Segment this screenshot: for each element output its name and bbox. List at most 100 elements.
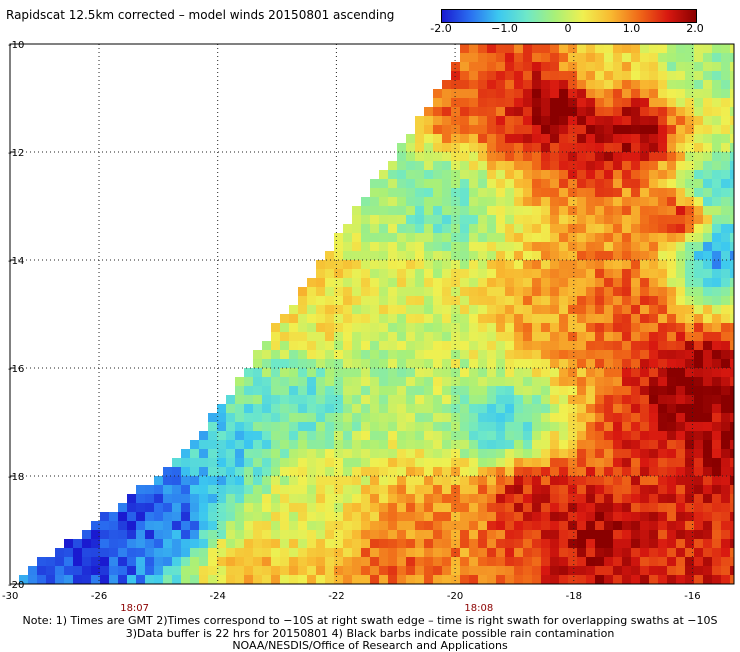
heatmap-cell bbox=[370, 377, 379, 386]
heatmap-cell bbox=[613, 422, 622, 431]
heatmap-cell bbox=[496, 440, 505, 449]
heatmap-cell bbox=[559, 368, 568, 377]
heatmap-cell bbox=[721, 386, 730, 395]
heatmap-cell bbox=[244, 557, 253, 566]
heatmap-cell bbox=[415, 278, 424, 287]
heatmap-cell bbox=[577, 116, 586, 125]
heatmap-cell bbox=[604, 287, 613, 296]
heatmap-cell bbox=[118, 512, 127, 521]
heatmap-cell bbox=[631, 323, 640, 332]
heatmap-cell bbox=[712, 233, 721, 242]
heatmap-cell bbox=[703, 53, 712, 62]
heatmap-cell bbox=[514, 89, 523, 98]
heatmap-cell bbox=[712, 476, 721, 485]
heatmap-cell bbox=[280, 323, 289, 332]
heatmap-cell bbox=[451, 134, 460, 143]
heatmap-cell bbox=[667, 422, 676, 431]
heatmap-cell bbox=[478, 503, 487, 512]
heatmap-cell bbox=[649, 278, 658, 287]
heatmap-cell bbox=[640, 269, 649, 278]
heatmap-cell bbox=[613, 134, 622, 143]
heatmap-cell bbox=[487, 287, 496, 296]
heatmap-cell bbox=[523, 71, 532, 80]
heatmap-cell bbox=[487, 269, 496, 278]
heatmap-cell bbox=[199, 449, 208, 458]
heatmap-cell bbox=[622, 332, 631, 341]
heatmap-cell bbox=[712, 503, 721, 512]
heatmap-cell bbox=[496, 431, 505, 440]
heatmap-cell bbox=[703, 260, 712, 269]
heatmap-cell bbox=[523, 260, 532, 269]
heatmap-cell bbox=[316, 431, 325, 440]
heatmap-cell bbox=[208, 476, 217, 485]
heatmap-cell bbox=[154, 521, 163, 530]
heatmap-cell bbox=[163, 494, 172, 503]
heatmap-cell bbox=[514, 152, 523, 161]
heatmap-cell bbox=[280, 431, 289, 440]
heatmap-cell bbox=[577, 305, 586, 314]
heatmap-cell bbox=[388, 566, 397, 575]
heatmap-cell bbox=[388, 323, 397, 332]
heatmap-cell bbox=[667, 440, 676, 449]
heatmap-cell bbox=[703, 341, 712, 350]
heatmap-cell bbox=[694, 359, 703, 368]
heatmap-cell bbox=[460, 503, 469, 512]
heatmap-cell bbox=[370, 485, 379, 494]
heatmap-cell bbox=[235, 413, 244, 422]
heatmap-cell bbox=[361, 467, 370, 476]
heatmap-cell bbox=[568, 161, 577, 170]
heatmap-cell bbox=[586, 278, 595, 287]
heatmap-cell bbox=[505, 359, 514, 368]
heatmap-cell bbox=[415, 341, 424, 350]
heatmap-cell bbox=[604, 413, 613, 422]
heatmap-cell bbox=[244, 431, 253, 440]
heatmap-cell bbox=[361, 233, 370, 242]
heatmap-cell bbox=[181, 557, 190, 566]
heatmap-cell bbox=[469, 260, 478, 269]
heatmap-cell bbox=[505, 170, 514, 179]
heatmap-cell bbox=[658, 206, 667, 215]
heatmap-cell bbox=[271, 467, 280, 476]
heatmap-cell bbox=[496, 296, 505, 305]
heatmap-cell bbox=[577, 530, 586, 539]
heatmap-cell bbox=[334, 278, 343, 287]
heatmap-cell bbox=[667, 287, 676, 296]
heatmap-cell bbox=[694, 548, 703, 557]
heatmap-cell bbox=[667, 404, 676, 413]
heatmap-cell bbox=[451, 494, 460, 503]
heatmap-cell bbox=[424, 476, 433, 485]
heatmap-cell bbox=[586, 143, 595, 152]
heatmap-cell bbox=[568, 44, 577, 53]
heatmap-cell bbox=[262, 476, 271, 485]
heatmap-cell bbox=[415, 449, 424, 458]
heatmap-cell bbox=[460, 53, 469, 62]
heatmap-cell bbox=[721, 44, 730, 53]
heatmap-cell bbox=[568, 260, 577, 269]
y-tick-label: -10 bbox=[8, 40, 24, 51]
heatmap-cell bbox=[514, 269, 523, 278]
heatmap-cell bbox=[316, 386, 325, 395]
heatmap-cell bbox=[469, 476, 478, 485]
heatmap-cell bbox=[118, 566, 127, 575]
heatmap-cell bbox=[145, 566, 154, 575]
heatmap-cell bbox=[640, 152, 649, 161]
heatmap-cell bbox=[208, 485, 217, 494]
heatmap-cell bbox=[721, 278, 730, 287]
heatmap-cell bbox=[667, 80, 676, 89]
heatmap-cell bbox=[523, 341, 532, 350]
heatmap-cell bbox=[244, 386, 253, 395]
heatmap-cell bbox=[586, 188, 595, 197]
heatmap-cell bbox=[253, 548, 262, 557]
heatmap-cell bbox=[676, 557, 685, 566]
heatmap-cell bbox=[694, 449, 703, 458]
heatmap-cell bbox=[721, 206, 730, 215]
heatmap-cell bbox=[568, 431, 577, 440]
heatmap-cell bbox=[478, 152, 487, 161]
heatmap-cell bbox=[352, 350, 361, 359]
heatmap-cell bbox=[442, 251, 451, 260]
heatmap-cell bbox=[379, 404, 388, 413]
heatmap-cell bbox=[325, 413, 334, 422]
heatmap-cell bbox=[694, 269, 703, 278]
heatmap-cell bbox=[667, 341, 676, 350]
heatmap-cell bbox=[685, 116, 694, 125]
